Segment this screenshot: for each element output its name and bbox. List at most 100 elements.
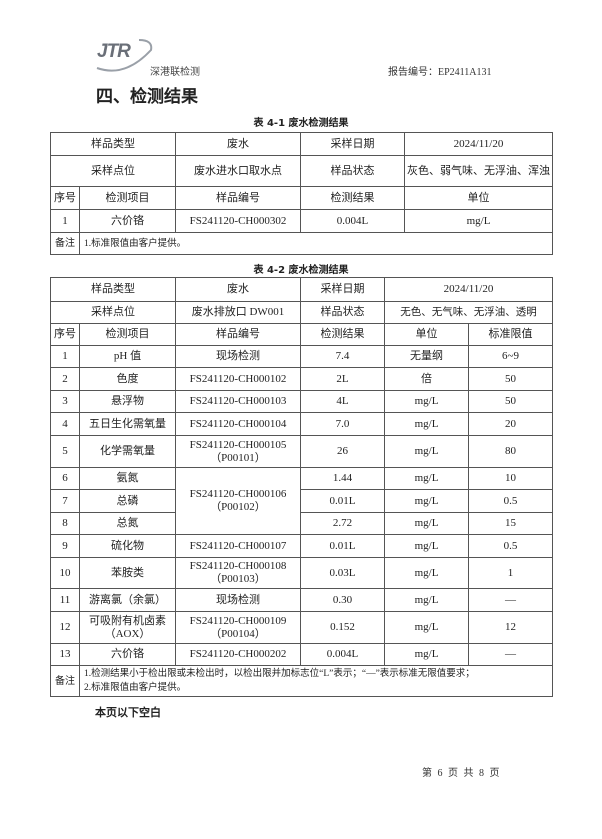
cell-no-text: 7 (62, 494, 68, 507)
cell-limit: 0.5 (468, 534, 553, 558)
cell-result-text: 2L (336, 372, 349, 385)
cell-sample-text: （P00103） (210, 573, 266, 585)
label: 样品类型 (50, 132, 176, 156)
cell-item: 苯胺类 (79, 557, 176, 589)
cell-no: 12 (50, 611, 80, 644)
page-footer: 第 6 页 共 8 页 (422, 768, 500, 779)
table1-row-location: 采样点位 废水进水口取水点 样品状态 灰色、弱气味、无浮油、浑浊 (50, 155, 553, 187)
table1-header-row: 序号 检测项目 样品编号 检测结果 单位 (50, 186, 553, 210)
table1-row-type: 样品类型 废水 采样日期 2024/11/20 (50, 132, 553, 156)
cell-item-text: 六价铬 (111, 648, 144, 660)
cell-item-text: 五日生化需氧量 (89, 417, 166, 430)
cell-item-text: 总磷 (116, 494, 139, 507)
cell-sample-text: FS241120-CH000108 (189, 560, 287, 572)
cell-result-text: 26 (337, 445, 348, 457)
table-row: 2 色度 FS241120-CH000102 2L 倍 50 (50, 367, 553, 391)
table2-row-type: 样品类型 废水 采样日期 2024/11/20 (50, 277, 553, 302)
col-header: 单位 (384, 323, 469, 346)
cell-limit-text: 12 (505, 621, 516, 633)
label: 采样点位 (50, 155, 176, 187)
cell-result-text: 0.03L (329, 566, 356, 579)
cell-no: 13 (50, 643, 80, 666)
notes-label: 备注 (50, 232, 80, 255)
cell-sample: FS241120-CH000103 (175, 390, 301, 413)
cell-no: 4 (50, 412, 80, 436)
cell-unit-text: mg/L (414, 517, 439, 529)
sample-state: 无色、无气味、无浮油、透明 (384, 301, 553, 324)
cell-result-text: 7.0 (335, 417, 350, 430)
cell-limit: 50 (468, 390, 553, 413)
table-row: 11 游离氯（余氯） 现场检测 0.30 mg/L — (50, 588, 553, 612)
location: 废水进水口取水点 (175, 155, 301, 187)
cell-result-text: 1.44 (332, 472, 353, 484)
cell-item: 悬浮物 (79, 390, 176, 413)
cell-no-text: 5 (62, 445, 68, 457)
cell-sample-text: FS241120-CH000107 (189, 539, 287, 552)
cell-limit-text: 20 (505, 417, 516, 430)
sample-type: 废水 (175, 277, 301, 302)
cell-unit-text: mg/L (414, 539, 439, 552)
cell-sample: FS241120-CH000104 (175, 412, 301, 436)
sample-state: 灰色、弱气味、无浮油、浑浊 (404, 155, 553, 187)
cell-no-text: 2 (62, 372, 68, 385)
logo-text: JTR (97, 41, 131, 62)
cell-no-text: 11 (59, 593, 71, 606)
cell-limit-text: 0.5 (503, 539, 518, 552)
cell-limit-text: — (505, 648, 516, 660)
company-name: 深港联检测 (150, 67, 200, 78)
label: 采样日期 (300, 277, 385, 302)
cell-sample-text: 现场检测 (216, 350, 260, 362)
cell-limit: — (468, 643, 553, 666)
cell-limit-text: 6~9 (502, 350, 519, 362)
cell-no: 7 (50, 489, 80, 513)
cell-unit-text: mg/L (414, 621, 439, 633)
cell-item-text: 氨氮 (116, 472, 139, 484)
table2-notes-row: 备注 1.检测结果小于检出限或未检出时，以检出限并加标志位“L”表示；“—”表示… (50, 665, 553, 697)
sampling-date: 2024/11/20 (404, 132, 553, 156)
cell-no-text: 1 (62, 350, 68, 362)
cell-unit-text: mg/L (414, 395, 439, 407)
cell-limit: — (468, 588, 553, 612)
table-row: 1 六价铬 FS241120-CH000302 0.004L mg/L (50, 209, 553, 233)
cell-result: 2.72 (300, 512, 385, 535)
note: 2.标准限值由客户提供。 (84, 683, 187, 693)
label: 样品状态 (300, 301, 385, 324)
cell-no-text: 9 (62, 539, 68, 552)
cell-unit-text: mg/L (414, 566, 439, 579)
cell-item-text: （AOX） (104, 627, 151, 640)
cell-result: 7.4 (300, 345, 385, 368)
cell-item-text: 游离氯（余氯） (89, 593, 166, 606)
table-row: 3 悬浮物 FS241120-CH000103 4L mg/L 50 (50, 390, 553, 413)
cell-sample-text: FS241120-CH000102 (189, 372, 287, 385)
cell-result: 0.01L (300, 534, 385, 558)
cell-sample-text: FS241120-CH000202 (189, 648, 287, 660)
cell-item-text: 悬浮物 (111, 395, 144, 407)
col-header: 检测结果 (300, 323, 385, 346)
cell-item-text: 色度 (116, 372, 139, 385)
col-header: 检测项目 (79, 186, 176, 210)
cell-unit: mg/L (384, 435, 469, 468)
cell-limit: 20 (468, 412, 553, 436)
cell-item: pH 值 (79, 345, 176, 368)
cell-result-text: 7.4 (335, 350, 350, 362)
cell-unit: mg/L (384, 489, 469, 513)
table-row: 12 可吸附有机卤素 （AOX） FS241120-CH000109 （P00104） 0… (50, 611, 553, 644)
cell-result: 2L (300, 367, 385, 391)
cell-result-text: 4L (336, 395, 349, 407)
cell-item: 六价铬 (79, 209, 176, 233)
cell-item: 五日生化需氧量 (79, 412, 176, 436)
cell-sample: FS241120-CH000102 (175, 367, 301, 391)
cell-sample: FS241120-CH000106 （P00102） (175, 467, 301, 535)
table1: 样品类型 废水 采样日期 2024/11/20 采样点位 废水进水口取水点 样品… (50, 132, 553, 255)
cell-result: 0.004L (300, 209, 405, 233)
cell-unit: mg/L (384, 557, 469, 589)
cell-item-text: 总氮 (116, 517, 139, 529)
cell-no: 5 (50, 435, 80, 468)
cell-sample: FS241120-CH000105 （P00101） (175, 435, 301, 468)
cell-limit: 80 (468, 435, 553, 468)
table-row: 6 氨氮 FS241120-CH000106 （P00102） 1.44 mg/L 10 (50, 467, 553, 535)
cell-item: 色度 (79, 367, 176, 391)
cell-no: 10 (50, 557, 80, 589)
cell-sample-text: FS241120-CH000109 (189, 614, 287, 627)
cell-limit-text: 15 (505, 517, 516, 529)
